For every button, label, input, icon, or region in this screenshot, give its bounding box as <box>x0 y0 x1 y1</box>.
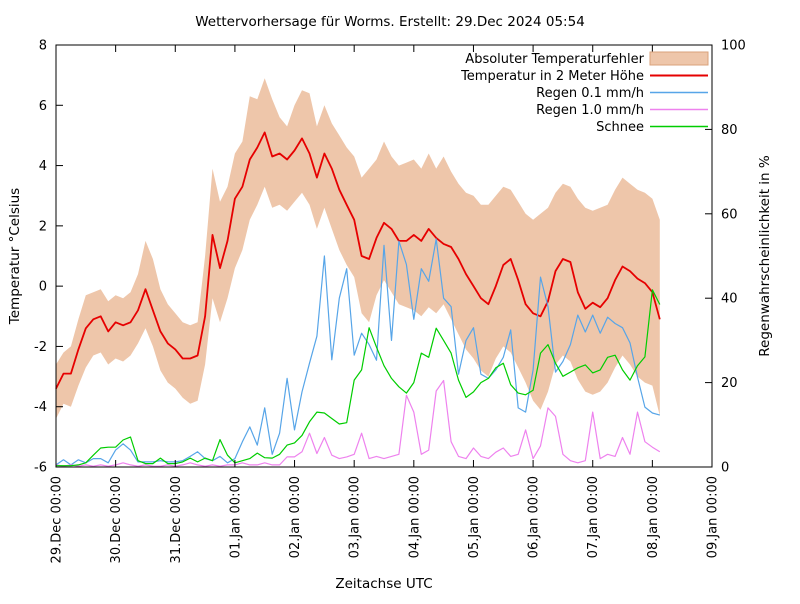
x-tick-label: 01.Jan 00:00 <box>228 476 243 558</box>
y-right-tick-label: 80 <box>721 123 738 138</box>
x-tick-label: 02.Jan 00:00 <box>288 476 303 558</box>
x-tick-label: 29.Dec 00:00 <box>50 476 65 563</box>
legend-label: Regen 1.0 mm/h <box>536 103 644 118</box>
x-tick-label: 05.Jan 00:00 <box>467 476 482 558</box>
y-left-tick-label: 8 <box>39 39 47 54</box>
legend-label: Schnee <box>596 120 644 135</box>
y-right-tick-label: 60 <box>721 207 738 222</box>
y-right-tick-label: 100 <box>721 39 746 54</box>
y-left-tick-label: -6 <box>34 461 47 476</box>
y-left-tick-label: 4 <box>39 159 47 174</box>
x-tick-label: 30.Dec 00:00 <box>109 476 124 563</box>
y-right-tick-label: 40 <box>721 292 738 307</box>
error-band-layer <box>56 78 660 419</box>
x-tick-label: 03.Jan 00:00 <box>348 476 363 558</box>
y-left-tick-label: -4 <box>34 400 47 415</box>
legend-label: Absoluter Temperaturfehler <box>465 52 644 67</box>
y-right-tick-label: 0 <box>721 461 729 476</box>
x-tick-label: 09.Jan 00:00 <box>706 476 721 558</box>
y-left-tick-label: 6 <box>39 99 47 114</box>
legend: Absoluter Temperaturfehler Temperatur in … <box>460 51 709 135</box>
legend-label: Regen 0.1 mm/h <box>536 86 644 101</box>
y-right-tick-label: 20 <box>721 376 738 391</box>
x-axis-title: Zeitachse UTC <box>335 576 432 592</box>
x-tick-label: 07.Jan 00:00 <box>586 476 601 558</box>
legend-band-swatch <box>649 51 709 66</box>
x-tick-label: 04.Jan 00:00 <box>407 476 422 558</box>
temperature-error-band <box>56 78 660 419</box>
y-left-tick-label: 2 <box>39 219 47 234</box>
rain-10-line <box>55 379 661 467</box>
x-tick-label: 06.Jan 00:00 <box>527 476 542 558</box>
y-right-axis-title: Regenwahrscheinlichkeit in % <box>757 155 773 357</box>
chart-title: Wettervorhersage für Worms. Erstellt: 29… <box>195 14 585 30</box>
x-tick-label: 08.Jan 00:00 <box>646 476 661 558</box>
series-layer <box>55 131 661 467</box>
y-left-tick-label: -2 <box>34 340 47 355</box>
y-left-axis-title: Temperatur °Celsius <box>7 188 23 325</box>
temperature-line <box>55 131 661 390</box>
plot-border <box>55 44 713 468</box>
y-left-tick-label: 0 <box>39 280 47 295</box>
legend-label: Temperatur in 2 Meter Höhe <box>460 69 644 84</box>
snow-line <box>56 289 661 467</box>
x-tick-label: 31.Dec 00:00 <box>169 476 184 563</box>
